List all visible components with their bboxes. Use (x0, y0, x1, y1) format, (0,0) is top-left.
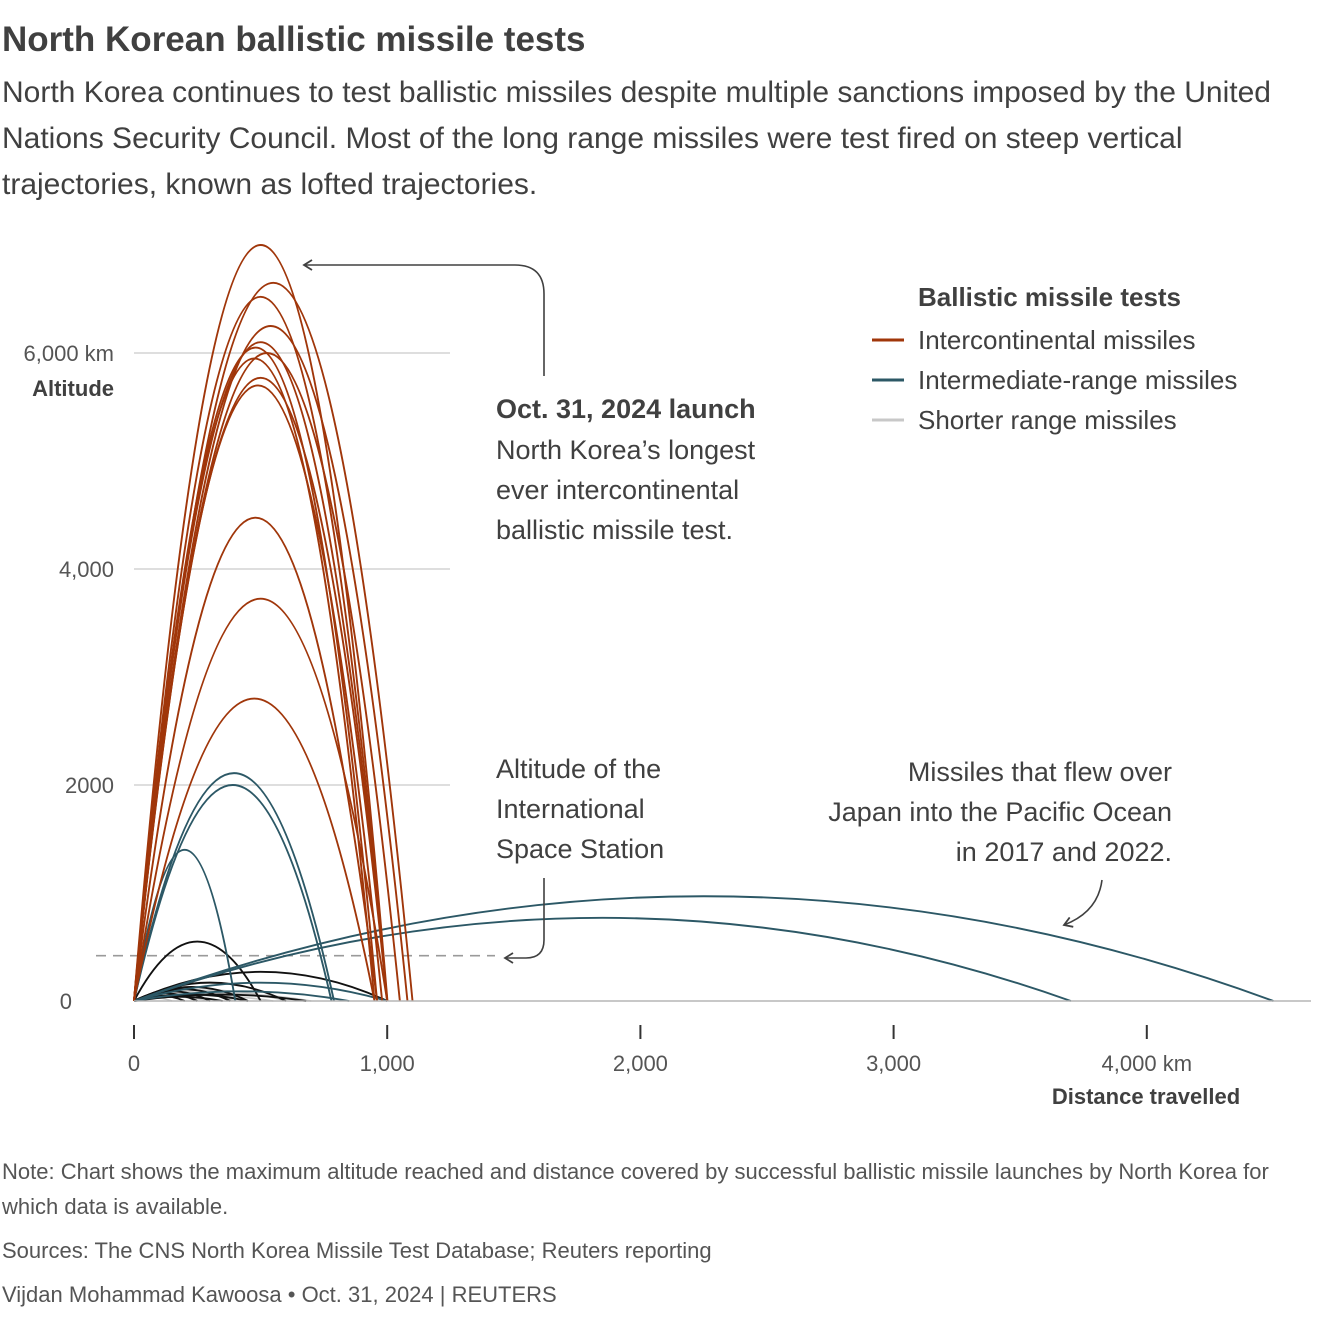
x-tick-label: 4,000 km (1102, 1051, 1193, 1076)
chart-subtitle: North Korea continues to test ballistic … (2, 76, 1271, 201)
footnote-note: Note: Chart shows the maximum altitude r… (2, 1159, 1269, 1219)
trajectory-irbm (133, 848, 237, 1002)
annotation-iss-line3: Space Station (496, 834, 664, 864)
trajectories (133, 244, 1274, 1002)
y-tick-label: 6,000 km (24, 341, 115, 366)
y-tick-label: 2000 (65, 773, 114, 798)
annotation-japan-line2: Japan into the Pacific Ocean (828, 797, 1172, 827)
legend-item-icbm: Intercontinental missiles (918, 325, 1195, 355)
legend-title: Ballistic missile tests (918, 282, 1181, 312)
arrow-icon (503, 878, 545, 964)
annotation-oct31: Oct. 31, 2024 launch North Korea’s longe… (302, 259, 756, 545)
chart-title: North Korean ballistic missile tests (2, 20, 586, 59)
annotation-japan: Missiles that flew over Japan into the P… (828, 757, 1172, 928)
arrow-icon (1062, 879, 1103, 928)
annotation-oct31-line3: ballistic missile test. (496, 515, 733, 545)
trajectory-chart: 0 2000 4,000 6,000 km Altitude 0 1,000 2,000 3… (24, 244, 1311, 1109)
trajectory-irbm (133, 772, 335, 1002)
trajectory-icbm (133, 598, 389, 1002)
trajectory-icbm (133, 697, 376, 1002)
trajectory-icbm (133, 376, 389, 1002)
annotation-japan-line1: Missiles that flew over (908, 757, 1172, 787)
trajectory-icbm (133, 384, 384, 1002)
trajectory-icbm (133, 357, 376, 1002)
legend-item-irbm: Intermediate-range missiles (918, 365, 1237, 395)
x-tick-label: 0 (128, 1051, 140, 1076)
annotation-japan-line3: in 2017 and 2022. (956, 837, 1172, 867)
y-axis-label: Altitude (32, 376, 114, 401)
trajectory-icbm (133, 352, 401, 1002)
trajectory-irbm (133, 895, 1274, 1002)
trajectory-icbm (133, 516, 379, 1002)
legend: Ballistic missile tests Intercontinental… (872, 282, 1237, 435)
annotation-iss: Altitude of the International Space Stat… (496, 754, 664, 964)
x-tick-label: 1,000 (360, 1051, 415, 1076)
trajectory-icbm (133, 244, 389, 1002)
annotation-iss-line1: Altitude of the (496, 754, 661, 784)
footnote-byline: Vijdan Mohammad Kawoosa • Oct. 31, 2024 … (2, 1282, 557, 1307)
footnote-sources: Sources: The CNS North Korea Missile Tes… (2, 1238, 712, 1263)
trajectory-icbm (133, 296, 389, 1002)
y-tick-label: 4,000 (59, 557, 114, 582)
x-axis-ticks: 0 1,000 2,000 3,000 4,000 km (128, 1025, 1192, 1076)
trajectory-irbm (133, 916, 1072, 1002)
y-tick-label: 0 (60, 989, 72, 1014)
x-axis-label: Distance travelled (1052, 1084, 1240, 1109)
trajectory-irbm (133, 981, 388, 1002)
trajectory-icbm (133, 341, 389, 1002)
annotation-oct31-heading: Oct. 31, 2024 launch (496, 394, 756, 424)
arrow-icon (302, 259, 545, 376)
trajectory-irbm (133, 990, 350, 1002)
annotation-iss-line2: International (496, 794, 645, 824)
legend-item-srbm: Shorter range missiles (918, 405, 1177, 435)
x-tick-label: 3,000 (866, 1051, 921, 1076)
annotation-oct31-line2: ever intercontinental (496, 475, 739, 505)
annotation-oct31-line1: North Korea’s longest (496, 435, 756, 465)
trajectory-irbm (133, 784, 333, 1002)
y-axis-ticks: 0 2000 4,000 6,000 km (24, 341, 115, 1014)
x-tick-label: 2,000 (613, 1051, 668, 1076)
trajectory-dark (133, 940, 262, 1002)
